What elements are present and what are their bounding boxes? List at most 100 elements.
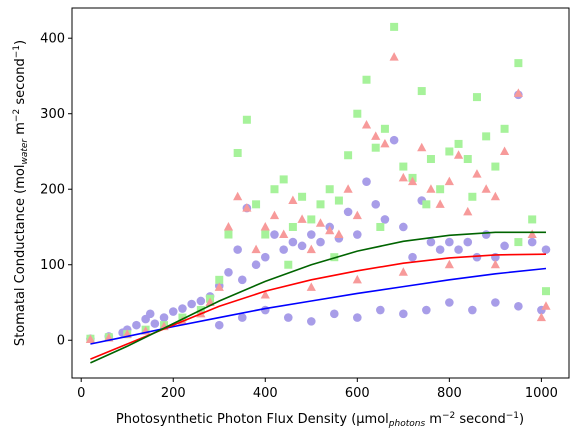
x-tick-label: 800 <box>437 386 462 401</box>
data-point-circle <box>445 237 454 247</box>
data-point-triangle <box>444 259 454 269</box>
x-axis-label-sup: −2 <box>442 411 455 421</box>
x-axis-label-tail: second <box>455 412 506 427</box>
data-point-circle <box>251 260 261 270</box>
data-point-circle <box>376 305 385 315</box>
data-point-square <box>344 151 353 160</box>
y-ticks: 0 100 200 300 400 <box>40 32 72 349</box>
data-point-circle <box>150 319 160 328</box>
data-point-square <box>233 148 242 157</box>
data-point-triangle <box>472 169 482 178</box>
data-point-circle <box>435 245 445 254</box>
data-point-circle <box>399 309 408 319</box>
x-axis-label-sub: photons <box>388 419 426 429</box>
x-tick-label: 0 <box>77 386 85 401</box>
data-point-square <box>482 132 491 141</box>
data-point-circle <box>159 313 169 322</box>
x-tick-label: 400 <box>253 386 278 401</box>
data-point-triangle <box>389 52 399 61</box>
data-point-triangle <box>269 210 280 220</box>
data-point-triangle <box>463 206 473 216</box>
data-point-triangle <box>260 289 270 299</box>
data-point-triangle <box>334 229 344 239</box>
x-axis-label-end: ) <box>519 412 524 427</box>
data-point-circle <box>408 252 417 262</box>
data-point-square <box>261 230 270 239</box>
data-point-triangle <box>499 146 510 155</box>
data-point-triangle <box>223 221 234 231</box>
data-point-circle <box>145 309 155 319</box>
y-axis-label-sub: water <box>20 138 30 165</box>
data-point-triangle <box>444 176 454 186</box>
y-axis-label-end: ) <box>13 40 28 45</box>
data-point-circle <box>316 237 325 247</box>
data-point-square <box>390 22 399 31</box>
data-point-square <box>491 162 500 171</box>
data-point-square <box>316 200 325 209</box>
data-point-circle <box>297 241 307 251</box>
data-point-circle <box>514 301 523 311</box>
data-point-circle <box>389 135 399 145</box>
data-point-circle <box>500 241 509 251</box>
data-point-triangle <box>288 195 298 205</box>
data-point-triangle <box>490 259 500 269</box>
y-axis-label-sup2: −1 <box>12 45 22 58</box>
data-point-square <box>422 200 431 209</box>
fit-line-2 <box>90 231 546 364</box>
y-axis-label-tail: second <box>13 58 28 109</box>
data-point-square <box>224 230 233 239</box>
data-point-circle <box>279 245 288 254</box>
data-point-square <box>298 192 307 201</box>
data-point-circle <box>426 237 436 247</box>
y-axis-label-sup: −2 <box>12 109 22 122</box>
data-point-square <box>500 124 509 133</box>
data-point-square <box>541 287 550 296</box>
x-ticks: 0 200 400 600 800 1000 <box>77 378 558 401</box>
data-point-circle <box>362 177 371 186</box>
data-point-square <box>325 185 334 194</box>
data-point-triangle <box>325 225 335 235</box>
data-point-circle <box>306 230 316 239</box>
data-point-square <box>334 196 343 205</box>
x-tick-label: 200 <box>161 386 186 401</box>
data-point-circle <box>399 222 408 232</box>
data-point-square <box>468 192 477 201</box>
data-point-triangle <box>536 312 546 322</box>
data-point-circle <box>380 215 390 224</box>
data-point-circle <box>541 245 551 254</box>
data-point-circle <box>472 252 482 262</box>
data-point-square <box>514 238 523 247</box>
data-point-triangle <box>251 244 261 254</box>
data-point-circle <box>527 237 537 247</box>
data-point-circle <box>491 298 500 307</box>
y-axis-label-mid: m <box>13 122 28 139</box>
data-point-circle <box>454 245 463 254</box>
data-point-circle <box>481 230 491 239</box>
marks-layer <box>85 22 551 344</box>
x-axis-label: Photosynthetic Photon Flux Density (μmol… <box>116 411 524 429</box>
y-tick-label: 0 <box>57 334 65 349</box>
data-point-square <box>376 222 385 231</box>
data-point-square <box>270 185 279 194</box>
data-point-circle <box>237 313 247 322</box>
data-point-square <box>445 147 454 156</box>
data-point-square <box>284 260 293 269</box>
data-point-square <box>454 139 463 148</box>
x-tick-label: 600 <box>345 386 370 401</box>
data-point-triangle <box>398 172 408 182</box>
fit-line-0 <box>90 267 547 345</box>
data-point-triangle <box>407 176 418 186</box>
data-point-circle <box>288 237 298 247</box>
data-point-triangle <box>260 221 270 231</box>
data-point-triangle <box>242 203 252 212</box>
data-point-square <box>307 215 316 224</box>
y-tick-label: 400 <box>40 32 65 47</box>
data-point-circle <box>343 207 353 217</box>
y-tick-label: 300 <box>40 107 65 122</box>
y-axis-label-main: Stomatal Conductance (mol <box>13 165 28 347</box>
data-point-circle <box>353 313 362 322</box>
x-axis-label-mid: m <box>425 412 442 427</box>
data-point-triangle <box>380 138 390 148</box>
